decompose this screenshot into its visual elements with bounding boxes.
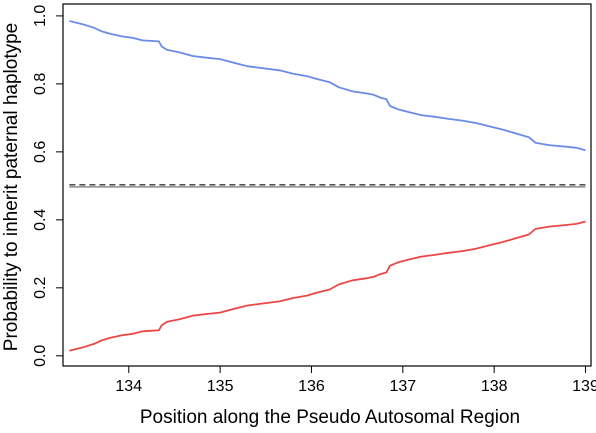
y-tick-label: 0.0 bbox=[32, 345, 49, 367]
series-line-2 bbox=[69, 220, 586, 352]
x-tick-label: 137 bbox=[389, 378, 416, 395]
y-axis: 0.0 0.2 0.4 0.6 0.8 1.0 bbox=[32, 5, 63, 367]
x-tick-label: 139 bbox=[572, 378, 596, 395]
x-tick-label: 136 bbox=[298, 378, 325, 395]
series-line-1 bbox=[69, 20, 586, 152]
series-layer bbox=[69, 20, 586, 352]
y-tick-label: 0.2 bbox=[32, 277, 49, 299]
x-tick-label: 135 bbox=[207, 378, 234, 395]
y-tick-label: 0.8 bbox=[32, 73, 49, 95]
y-axis-title: Probability to inherit paternal haplotyp… bbox=[1, 23, 22, 351]
x-tick-label: 138 bbox=[481, 378, 508, 395]
x-tick-label: 134 bbox=[115, 378, 142, 395]
plot-frame bbox=[62, 3, 592, 367]
y-tick-label: 0.6 bbox=[32, 141, 49, 163]
x-axis: 134 135 136 137 138 139 bbox=[115, 366, 596, 395]
y-tick-label: 0.4 bbox=[32, 209, 49, 231]
x-axis-title: Position along the Pseudo Autosomal Regi… bbox=[140, 407, 520, 428]
y-tick-label: 1.0 bbox=[32, 5, 49, 27]
